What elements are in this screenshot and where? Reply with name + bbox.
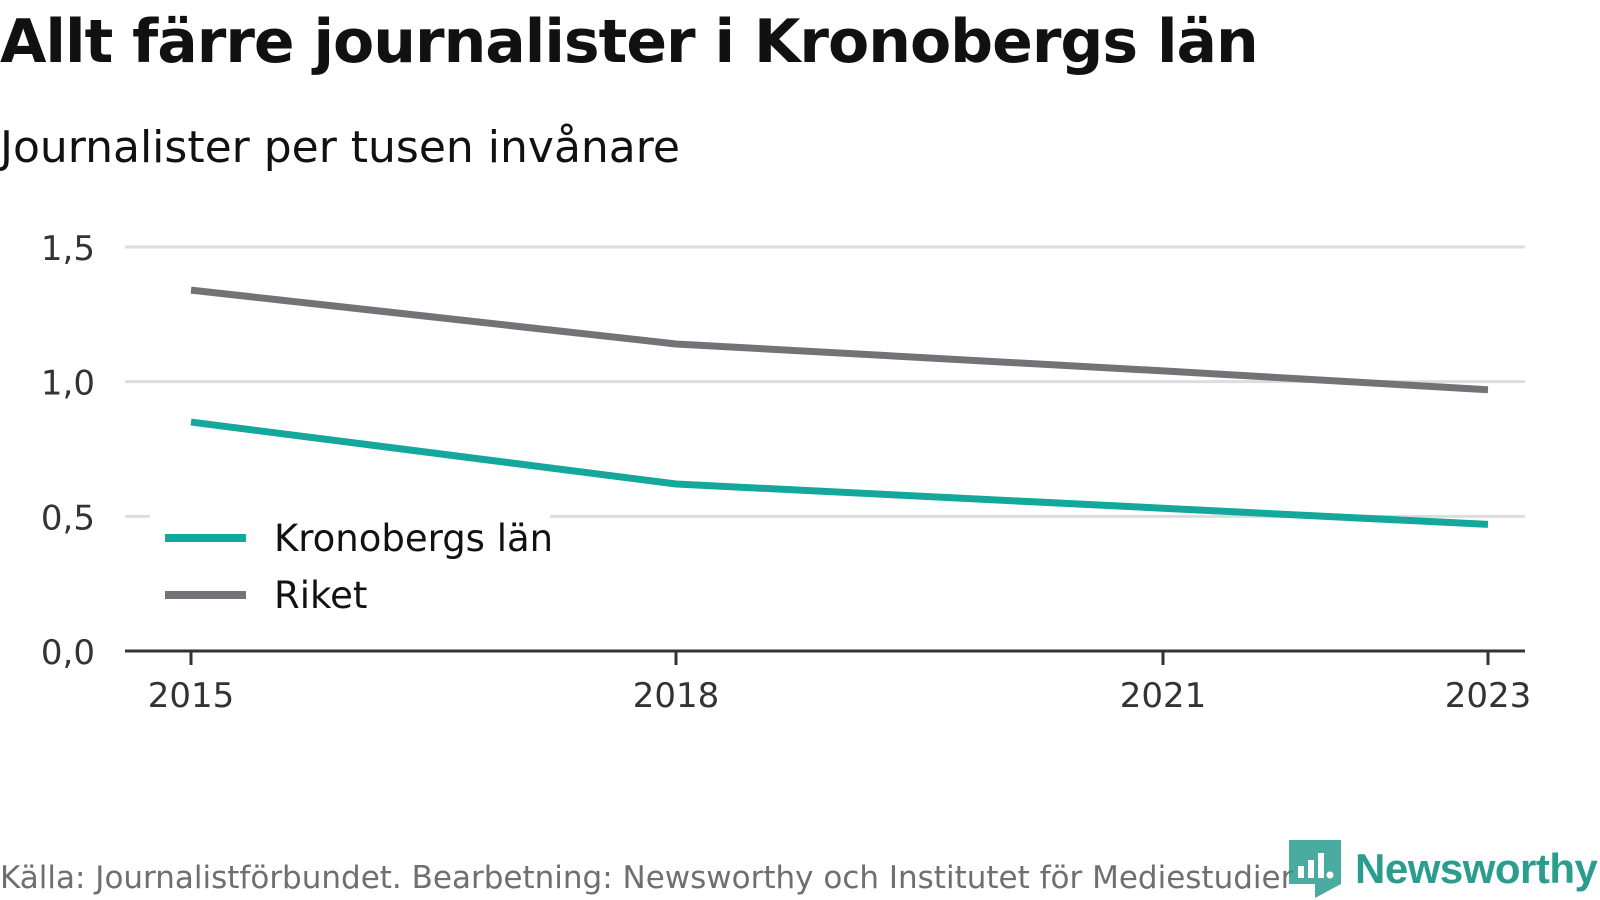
- legend: Kronobergs län Riket: [150, 510, 553, 620]
- legend-background: [150, 510, 550, 620]
- chart-title: Allt färre journalister i Kronobergs län: [0, 7, 1259, 77]
- y-tick-label: 0,5: [41, 498, 95, 538]
- y-tick-label: 1,0: [41, 364, 95, 404]
- x-tick-label: 2018: [633, 676, 720, 716]
- series-lines: [190, 286, 1489, 528]
- x-tick-label: 2021: [1120, 676, 1207, 716]
- y-axis-ticks: 0,0 0,5 1,0 1,5: [41, 229, 95, 673]
- source-note: Källa: Journalistförbundet. Bearbetning:…: [0, 860, 1294, 896]
- brand-logo: Newsworthy: [1289, 840, 1598, 898]
- series-line-riket: [190, 286, 1489, 394]
- chart-subtitle: Journalister per tusen invånare: [0, 122, 680, 173]
- newsworthy-logo-icon: [1289, 840, 1341, 898]
- y-tick-label: 1,5: [41, 229, 95, 269]
- x-axis: 2015 2018 2021 2023: [125, 649, 1532, 716]
- legend-label: Kronobergs län: [274, 517, 553, 560]
- y-tick-label: 0,0: [41, 633, 95, 673]
- x-tick-label: 2023: [1445, 676, 1532, 716]
- legend-label: Riket: [274, 574, 367, 617]
- series-line-kronobergs-län: [190, 418, 1489, 528]
- x-tick-label: 2015: [148, 676, 235, 716]
- brand-name: Newsworthy: [1355, 845, 1598, 892]
